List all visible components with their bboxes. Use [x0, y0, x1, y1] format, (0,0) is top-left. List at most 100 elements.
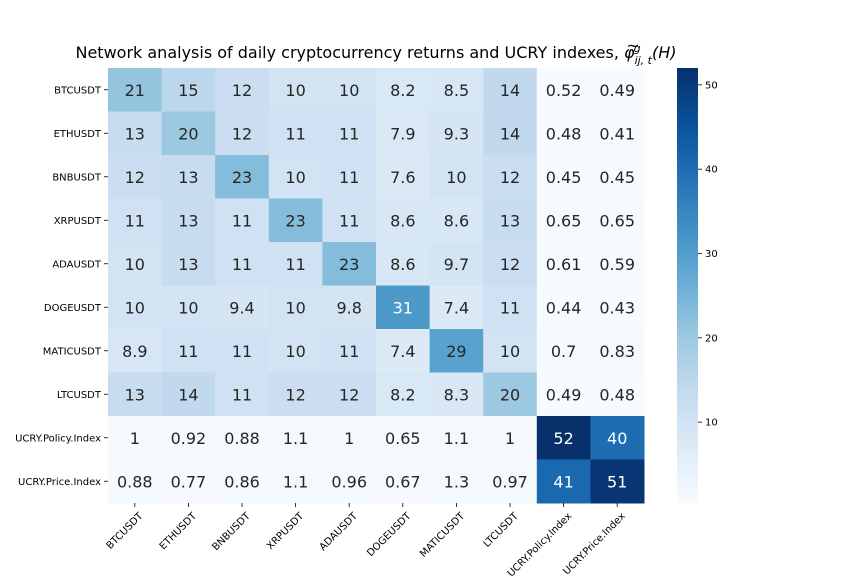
heatmap-cell — [536, 285, 591, 330]
cell-value-label: 23 — [285, 211, 305, 230]
cell-value-label: 0.41 — [599, 124, 635, 143]
heatmap-cell — [536, 372, 591, 417]
heatmap-cell — [161, 198, 216, 243]
cell-value-label: 0.44 — [546, 298, 582, 317]
column-tick-label: ADAUSDT — [318, 510, 361, 553]
cell-value-label: 1.1 — [283, 472, 308, 491]
heatmap-cell — [483, 111, 538, 156]
cell-value-label: 13 — [178, 211, 198, 230]
cell-value-label: 20 — [178, 124, 198, 143]
heatmap-cell — [429, 68, 484, 112]
colorbar — [677, 68, 698, 503]
heatmap-cell — [376, 416, 431, 460]
cell-value-label: 1.1 — [283, 429, 308, 448]
cell-value-label: 12 — [339, 385, 359, 404]
heatmap-cell — [429, 285, 484, 330]
heatmap-cell — [376, 329, 431, 373]
chart-title-tilde: ~ — [626, 36, 639, 55]
heatmap-cell — [108, 198, 163, 243]
heatmap-cell — [108, 459, 163, 504]
heatmap-cell — [536, 329, 591, 373]
cell-value-label: 0.43 — [599, 298, 635, 317]
column-tick-label: BNBUSDT — [210, 510, 253, 553]
cell-value-label: 0.61 — [546, 255, 582, 274]
chart-title: Network analysis of daily cryptocurrency… — [75, 42, 676, 67]
heatmap-cell — [108, 242, 163, 286]
heatmap-cell — [322, 459, 377, 504]
cell-value-label: 41 — [553, 472, 573, 491]
heatmap-cell — [483, 198, 538, 243]
cell-value-label: 11 — [339, 168, 359, 187]
row-tick-label: MATICUSDT — [43, 346, 102, 357]
cell-value-label: 51 — [607, 472, 627, 491]
row-tick-label: ETHUSDT — [54, 129, 102, 140]
row-tick-label: UCRY.Price.Index — [18, 477, 101, 488]
heatmap-cell — [268, 416, 323, 460]
heatmap-cell — [215, 285, 270, 330]
cell-value-label: 20 — [500, 385, 520, 404]
heatmap-cell — [590, 285, 645, 330]
heatmap-cell — [268, 242, 323, 286]
heatmap-cell — [536, 111, 591, 156]
heatmap-cell — [483, 155, 538, 199]
cell-value-label: 12 — [232, 124, 252, 143]
heatmap-cell — [590, 242, 645, 286]
cell-value-label: 10 — [285, 298, 305, 317]
cell-value-label: 12 — [500, 255, 520, 274]
cell-value-label: 23 — [339, 255, 359, 274]
cell-value-label: 7.4 — [444, 298, 469, 317]
heatmap-cell — [376, 68, 431, 112]
cell-value-label: 10 — [339, 81, 359, 100]
heatmap-cell — [376, 242, 431, 286]
heatmap-cell — [268, 459, 323, 504]
column-tick-label: MATICUSDT — [418, 510, 468, 560]
cell-value-label: 0.83 — [599, 342, 635, 361]
row-tick-labels: BTCUSDT ETHUSDT BNBUSDT XRPUSDT ADAUSDT DOGEU… — [15, 85, 108, 488]
heatmap-cell — [590, 111, 645, 156]
cell-value-label: 11 — [285, 255, 305, 274]
heatmap-cell — [108, 329, 163, 373]
heatmap-cell — [108, 372, 163, 417]
colorbar-tick-label: 50 — [705, 80, 718, 91]
heatmap-cell — [161, 111, 216, 156]
cell-value-label: 0.65 — [546, 211, 582, 230]
cell-value-label: 0.86 — [224, 472, 260, 491]
cell-value-label: 0.77 — [171, 472, 207, 491]
column-tick-label: ETHUSDT — [158, 510, 200, 552]
heatmap-cell — [429, 459, 484, 504]
colorbar-ticks: 10 20 30 40 50 — [698, 80, 718, 429]
cell-value-label: 9.4 — [229, 298, 254, 317]
cell-value-label: 1 — [130, 429, 140, 448]
row-tick-label: LTCUSDT — [57, 390, 102, 401]
cell-value-label: 0.88 — [117, 472, 153, 491]
cell-value-label: 9.7 — [444, 255, 469, 274]
colorbar-tick-label: 10 — [705, 418, 718, 429]
heatmap-cell — [161, 68, 216, 112]
cell-value-label: 21 — [125, 81, 145, 100]
heatmap-cell — [429, 198, 484, 243]
heatmap-cell — [429, 372, 484, 417]
cell-value-label: 0.49 — [599, 81, 635, 100]
heatmap-cell — [161, 372, 216, 417]
cell-value-label: 9.3 — [444, 124, 469, 143]
heatmap-cell — [483, 459, 538, 504]
cell-value-label: 13 — [125, 124, 145, 143]
heatmap-cell — [536, 416, 591, 460]
heatmap-cell — [161, 242, 216, 286]
cell-value-label: 29 — [446, 342, 466, 361]
chart-title-math-superscript: g — [634, 42, 641, 55]
heatmap-cell — [108, 416, 163, 460]
heatmap-cell — [322, 416, 377, 460]
heatmap-cell — [590, 372, 645, 417]
cell-value-label: 0.48 — [599, 385, 635, 404]
heatmap-cell — [376, 155, 431, 199]
heatmap-cell — [108, 285, 163, 330]
heatmap-cell — [268, 372, 323, 417]
cell-value-label: 11 — [500, 298, 520, 317]
cell-value-label: 11 — [339, 124, 359, 143]
heatmap-cell — [322, 242, 377, 286]
row-tick-label: DOGEUSDT — [44, 303, 102, 314]
cell-value-label: 8.6 — [390, 255, 415, 274]
cell-value-label: 14 — [178, 385, 198, 404]
